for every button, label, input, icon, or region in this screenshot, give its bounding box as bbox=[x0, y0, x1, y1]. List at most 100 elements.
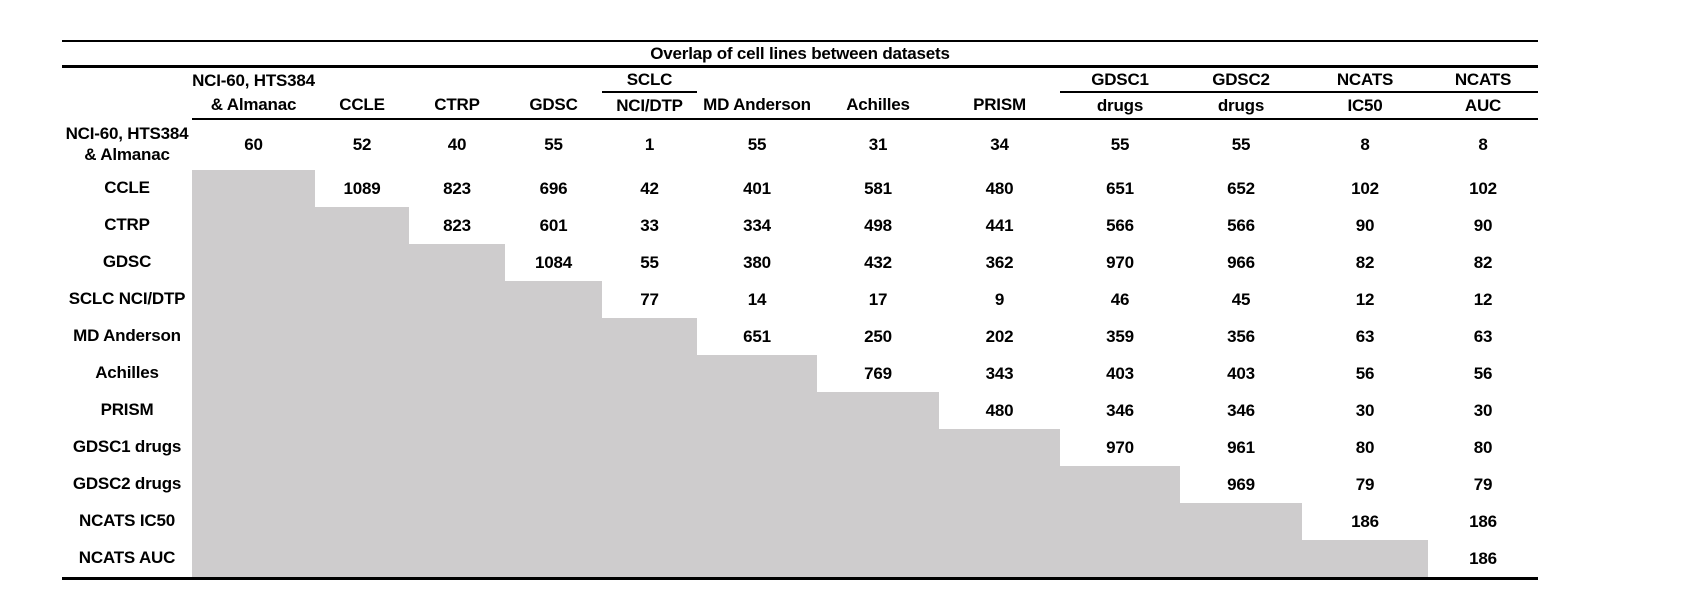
shaded-cell bbox=[192, 540, 315, 580]
value-cell: 79 bbox=[1473, 474, 1493, 494]
value-cell: 82 bbox=[1473, 252, 1493, 272]
value-cell: 970 bbox=[1106, 437, 1134, 457]
row-label: NCATS IC50 bbox=[62, 503, 192, 540]
row-label-line: Achilles bbox=[95, 363, 159, 383]
table-row: GDSC2 drugs 969 79 79 bbox=[62, 466, 1538, 503]
value-cell: 77 bbox=[640, 289, 659, 309]
shaded-cell bbox=[697, 355, 817, 392]
value-cell: 651 bbox=[1106, 178, 1134, 198]
shaded-cell bbox=[1060, 540, 1180, 580]
column-header-top: NCATS bbox=[1428, 66, 1538, 93]
shaded-cell bbox=[602, 392, 697, 429]
value-cell: 359 bbox=[1106, 326, 1134, 346]
shaded-cell bbox=[409, 503, 505, 540]
shaded-cell bbox=[505, 466, 602, 503]
row-label-line: NCATS AUC bbox=[78, 548, 176, 568]
column-header: GDSC bbox=[505, 92, 602, 120]
shaded-cell bbox=[505, 281, 602, 318]
shaded-cell bbox=[817, 540, 939, 580]
value-cell: 46 bbox=[1110, 289, 1130, 309]
row-label: NCATS AUC bbox=[62, 540, 192, 580]
value-cell: 55 bbox=[640, 252, 659, 272]
value-cell: 202 bbox=[985, 326, 1014, 346]
shaded-cell bbox=[315, 540, 409, 580]
shaded-cell bbox=[1060, 503, 1180, 540]
shaded-cell bbox=[505, 318, 602, 355]
value-cell: 45 bbox=[1231, 289, 1251, 309]
table-body: NCI-60, HTS384 & Almanac 60 52 40 55 1 55 31 34 55… bbox=[62, 119, 1538, 580]
column-header-top bbox=[939, 67, 1060, 93]
shaded-cell bbox=[192, 244, 315, 281]
value-cell: 30 bbox=[1355, 400, 1375, 420]
value-cell: 566 bbox=[1227, 215, 1255, 235]
row-label-line: GDSC1 drugs bbox=[72, 437, 182, 457]
value-cell: 102 bbox=[1469, 178, 1497, 198]
row-label-line: CTRP bbox=[104, 215, 150, 235]
shaded-cell bbox=[409, 466, 505, 503]
row-label: GDSC2 drugs bbox=[62, 466, 192, 503]
shaded-cell bbox=[817, 503, 939, 540]
value-cell: 55 bbox=[747, 135, 767, 154]
shaded-cell bbox=[505, 392, 602, 429]
shaded-cell bbox=[602, 355, 697, 392]
value-cell: 581 bbox=[864, 178, 892, 198]
value-cell: 186 bbox=[1351, 511, 1379, 531]
value-cell: 566 bbox=[1106, 215, 1134, 235]
value-cell: 63 bbox=[1473, 326, 1493, 346]
shaded-cell bbox=[602, 466, 697, 503]
value-cell: 346 bbox=[1227, 400, 1255, 420]
column-header: CTRP bbox=[409, 92, 505, 120]
shaded-cell bbox=[315, 355, 409, 392]
value-cell: 334 bbox=[743, 215, 771, 235]
table-row: SCLC NCI/DTP 77 14 17 9 46 45 12 12 bbox=[62, 281, 1538, 318]
value-cell: 441 bbox=[985, 215, 1014, 235]
shaded-cell bbox=[602, 503, 697, 540]
shaded-cell bbox=[315, 466, 409, 503]
value-cell: 346 bbox=[1106, 400, 1134, 420]
table-row: PRISM 480 346 346 30 30 bbox=[62, 392, 1538, 429]
table-row: NCI-60, HTS384 & Almanac 60 52 40 55 1 55 31 34 55… bbox=[62, 119, 1538, 170]
shaded-cell bbox=[192, 281, 315, 318]
shaded-cell bbox=[192, 466, 315, 503]
value-cell: 362 bbox=[985, 252, 1014, 272]
value-cell: 60 bbox=[244, 135, 263, 154]
row-label: SCLC NCI/DTP bbox=[62, 281, 192, 318]
column-header: Achilles bbox=[817, 92, 939, 120]
value-cell: 480 bbox=[985, 178, 1014, 198]
row-label: NCI-60, HTS384 & Almanac bbox=[62, 119, 192, 170]
value-cell: 403 bbox=[1106, 363, 1134, 383]
value-cell: 8 bbox=[1478, 135, 1488, 154]
table-header: Overlap of cell lines between datasets N… bbox=[62, 40, 1538, 120]
table-row: GDSC 1084 55 380 432 362 970 966 82 82 bbox=[62, 244, 1538, 281]
row-label: GDSC1 drugs bbox=[62, 429, 192, 466]
value-cell: 823 bbox=[443, 215, 471, 235]
value-cell: 31 bbox=[868, 135, 888, 154]
row-label: CCLE bbox=[62, 170, 192, 207]
value-cell: 380 bbox=[743, 252, 771, 272]
shaded-cell bbox=[315, 281, 409, 318]
value-cell: 601 bbox=[539, 215, 568, 235]
value-cell: 90 bbox=[1473, 215, 1493, 235]
column-header: NCI/DTP bbox=[602, 92, 697, 120]
shaded-cell bbox=[192, 429, 315, 466]
overlap-table: Overlap of cell lines between datasets N… bbox=[62, 40, 1538, 580]
shaded-cell bbox=[409, 281, 505, 318]
shaded-cell bbox=[409, 540, 505, 580]
value-cell: 1 bbox=[644, 135, 655, 154]
value-cell: 55 bbox=[1110, 135, 1130, 154]
value-cell: 966 bbox=[1227, 252, 1255, 272]
column-header: PRISM bbox=[939, 92, 1060, 120]
shaded-cell bbox=[192, 392, 315, 429]
table-title-cell: Overlap of cell lines between datasets bbox=[62, 40, 1538, 68]
value-cell: 8 bbox=[1360, 135, 1370, 154]
value-cell: 343 bbox=[985, 363, 1014, 383]
shaded-cell bbox=[602, 540, 697, 580]
shaded-cell bbox=[939, 466, 1060, 503]
value-cell: 17 bbox=[868, 289, 888, 309]
row-label: PRISM bbox=[62, 392, 192, 429]
value-cell: 52 bbox=[352, 135, 372, 154]
header-row-top: NCI-60, HTS384 SCLC GDSC1 GDSC2 NCATS NCATS bbox=[62, 66, 1538, 93]
column-header-top bbox=[315, 67, 409, 93]
table-row: NCATS IC50 186 186 bbox=[62, 503, 1538, 540]
shaded-cell bbox=[315, 207, 409, 244]
